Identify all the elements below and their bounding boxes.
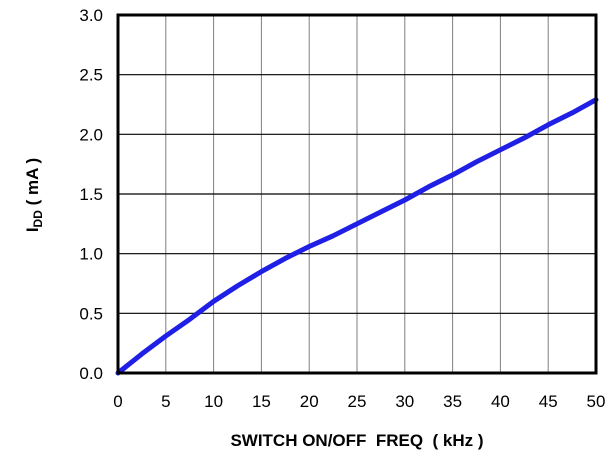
x-tick-label: 45 (539, 392, 558, 411)
y-axis-title: IDD ( mA ) (23, 158, 45, 232)
x-tick-label: 35 (443, 392, 462, 411)
x-axis-title: SWITCH ON/OFF FREQ ( kHz ) (230, 431, 483, 450)
series-line (115, 97, 599, 376)
y-tick-label: 2.5 (79, 66, 103, 85)
x-tick-labels: 0 5 10 15 20 25 30 35 40 45 50 (113, 392, 605, 411)
y-tick-label: 0.0 (79, 364, 103, 383)
x-tick-label: 10 (204, 392, 223, 411)
x-tick-label: 40 (491, 392, 510, 411)
y-tick-label: 1.5 (79, 185, 103, 204)
y-axis-symbol: I (23, 227, 42, 232)
x-tick-label: 5 (161, 392, 170, 411)
series-layer (115, 97, 599, 376)
y-tick-label: 3.0 (79, 6, 103, 25)
x-tick-label: 20 (300, 392, 319, 411)
x-tick-label: 30 (395, 392, 414, 411)
y-tick-labels: 0.0 0.5 1.0 1.5 2.0 2.5 3.0 (79, 6, 103, 383)
x-tick-label: 50 (587, 392, 606, 411)
y-axis-units: ( mA ) (23, 158, 42, 210)
y-tick-label: 0.5 (79, 304, 103, 323)
x-tick-label: 0 (113, 392, 122, 411)
y-tick-label: 1.0 (79, 245, 103, 264)
plot-frame (116, 13, 598, 375)
y-tick-label: 2.0 (79, 125, 103, 144)
x-tick-label: 15 (252, 392, 271, 411)
y-axis-subscript: DD (31, 210, 45, 228)
x-tick-label: 25 (348, 392, 367, 411)
